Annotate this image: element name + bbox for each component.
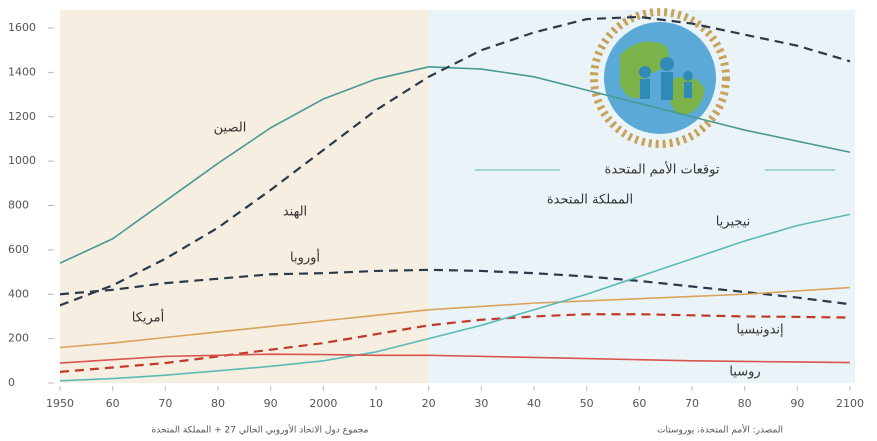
- x-tick-label: 50: [580, 397, 594, 410]
- x-tick-label: 1950: [46, 397, 74, 410]
- series-label: إندونيسيا: [736, 323, 783, 338]
- plot: [60, 15, 851, 382]
- series-line: [60, 213, 851, 382]
- series-line: [60, 353, 851, 364]
- history-background: [60, 10, 429, 383]
- y-tick-label: 1000: [8, 154, 36, 167]
- x-tick-label: 2000: [309, 397, 337, 410]
- series-line: [60, 286, 851, 349]
- footnote: المصدر: الأمم المتحدة، يوروستات: [657, 424, 783, 436]
- x-tick-label: 80: [211, 397, 225, 410]
- footnote: مجموع دول الاتحاد الأوروبي الحالي 27 + ا…: [152, 424, 369, 436]
- series-line: [60, 66, 851, 264]
- series-label: أمريكا: [132, 309, 165, 326]
- y-tick-label: 600: [8, 243, 29, 256]
- y-tick-label: 800: [8, 199, 29, 212]
- x-tick-label: 10: [369, 397, 383, 410]
- series-line: [60, 313, 851, 374]
- series-label: الهند: [283, 205, 307, 220]
- y-tick-label: 200: [8, 332, 29, 345]
- series-label: أوروبا: [290, 249, 320, 266]
- x-tick-label: 70: [158, 397, 172, 410]
- series-line: [60, 15, 851, 307]
- x-tick-label: 40: [527, 397, 541, 410]
- globe-icon: [590, 8, 730, 148]
- x-tick-label: 90: [790, 397, 804, 410]
- y-tick-label: 1200: [8, 110, 36, 123]
- x-tick-label: 80: [738, 397, 752, 410]
- x-tick-label: 2100: [836, 397, 864, 410]
- y-tick-label: 400: [8, 287, 29, 300]
- series-label: الصين: [214, 121, 247, 136]
- y-tick-label: 0: [8, 376, 15, 389]
- x-tick-label: 20: [422, 397, 436, 410]
- series-label: روسيا: [729, 365, 760, 380]
- y-tick-label: 1400: [8, 65, 36, 78]
- series-line: [60, 268, 851, 306]
- x-tick-label: 60: [632, 397, 646, 410]
- x-tick-label: 70: [685, 397, 699, 410]
- annotation: توقعات الأمم المتحدة: [605, 161, 720, 178]
- y-tick-label: 1600: [8, 21, 36, 34]
- x-tick-label: 60: [106, 397, 120, 410]
- annotation: المملكة المتحدة: [547, 193, 633, 208]
- x-tick-label: 30: [474, 397, 488, 410]
- x-tick-label: 90: [264, 397, 278, 410]
- series-label: نيجيريا: [716, 215, 751, 230]
